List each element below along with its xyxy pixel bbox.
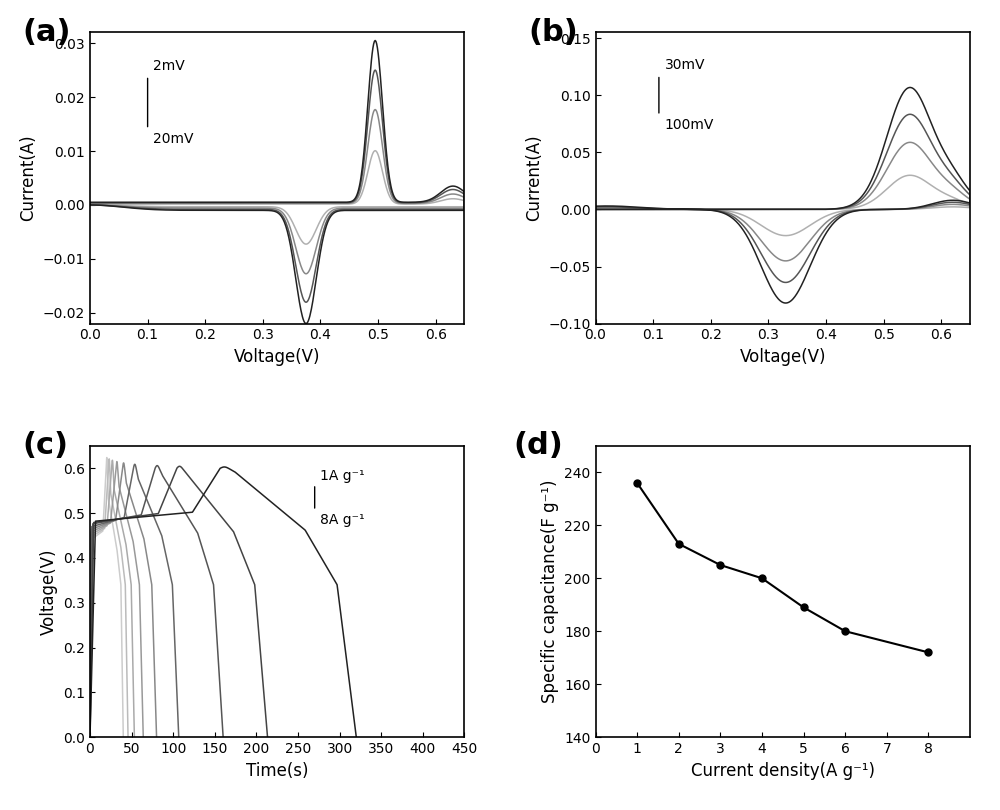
Text: 1A g⁻¹: 1A g⁻¹ [320, 469, 364, 483]
Text: 30mV: 30mV [665, 58, 705, 72]
X-axis label: Current density(A g⁻¹): Current density(A g⁻¹) [691, 761, 875, 779]
Y-axis label: Voltage(V): Voltage(V) [40, 548, 58, 635]
Text: (b): (b) [528, 18, 578, 47]
Text: (d): (d) [513, 432, 563, 460]
Text: 100mV: 100mV [665, 118, 714, 132]
X-axis label: Time(s): Time(s) [246, 761, 308, 779]
Text: (c): (c) [23, 432, 69, 460]
X-axis label: Voltage(V): Voltage(V) [234, 348, 320, 366]
Y-axis label: Specific capacitance(F g⁻¹): Specific capacitance(F g⁻¹) [541, 480, 559, 703]
Text: 2mV: 2mV [153, 59, 185, 73]
Text: 20mV: 20mV [153, 132, 194, 146]
Y-axis label: Current(A): Current(A) [525, 134, 543, 221]
Text: (a): (a) [23, 18, 71, 47]
Text: 8A g⁻¹: 8A g⁻¹ [320, 513, 364, 527]
X-axis label: Voltage(V): Voltage(V) [740, 348, 826, 366]
Y-axis label: Current(A): Current(A) [19, 134, 37, 221]
